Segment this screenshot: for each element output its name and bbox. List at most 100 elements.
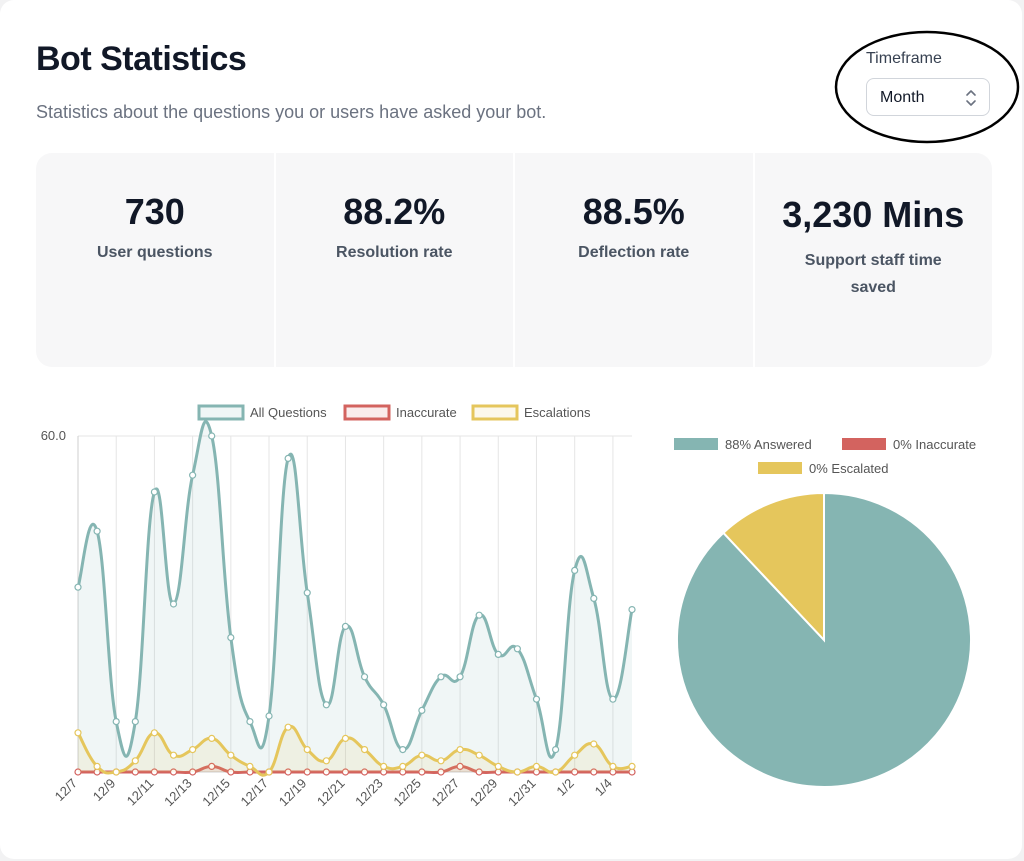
data-point[interactable]: [399, 746, 407, 754]
data-point[interactable]: [380, 762, 388, 770]
data-point[interactable]: [208, 432, 216, 440]
questions-line-chart: All Questions Inaccurate Escalations 60.0 12…: [41, 404, 636, 810]
data-point[interactable]: [418, 751, 426, 759]
data-point[interactable]: [341, 622, 350, 630]
data-point[interactable]: [590, 594, 598, 602]
stat-value: 730: [124, 191, 185, 232]
data-point[interactable]: [609, 695, 617, 703]
data-point[interactable]: [208, 762, 216, 770]
timeframe-label: Timeframe: [866, 50, 942, 67]
data-point[interactable]: [265, 712, 273, 720]
data-point[interactable]: [475, 611, 483, 619]
data-point[interactable]: [227, 768, 235, 776]
data-point[interactable]: [418, 706, 426, 714]
data-point[interactable]: [284, 454, 292, 463]
data-point[interactable]: [131, 718, 139, 726]
x-tick-label: 12/25: [390, 776, 424, 810]
data-point[interactable]: [189, 768, 197, 776]
data-point[interactable]: [456, 762, 464, 770]
data-point[interactable]: [551, 746, 560, 754]
data-point[interactable]: [227, 634, 235, 642]
data-point[interactable]: [456, 673, 464, 681]
series-area: [78, 421, 632, 772]
pie-legend-item-answered[interactable]: 88% Answered: [674, 437, 812, 452]
data-point[interactable]: [150, 729, 159, 737]
data-point[interactable]: [246, 762, 254, 770]
data-point[interactable]: [150, 488, 159, 496]
data-point[interactable]: [112, 718, 120, 726]
stat-resolution-rate: 88.2% Resolution rate: [273, 153, 514, 367]
data-point[interactable]: [475, 768, 483, 776]
data-point[interactable]: [418, 768, 426, 776]
x-tick-label: 12/13: [161, 776, 195, 810]
data-point[interactable]: [513, 768, 521, 776]
stat-value: 3,230 Mins: [782, 194, 965, 235]
data-point[interactable]: [571, 566, 579, 574]
x-tick-label: 12/21: [314, 776, 348, 810]
x-tick-label: 12/7: [52, 776, 81, 805]
data-point[interactable]: [590, 740, 598, 748]
data-point[interactable]: [380, 701, 388, 709]
data-point[interactable]: [284, 768, 292, 776]
legend-label: Escalations: [524, 405, 591, 420]
data-point[interactable]: [341, 768, 350, 776]
data-point[interactable]: [169, 600, 178, 608]
data-point[interactable]: [303, 746, 311, 754]
data-point[interactable]: [189, 471, 197, 479]
stat-deflection-rate: 88.5% Deflection rate: [513, 153, 753, 367]
data-point[interactable]: [399, 762, 407, 770]
data-point[interactable]: [360, 746, 369, 754]
data-point[interactable]: [360, 673, 369, 681]
data-point[interactable]: [437, 757, 445, 765]
data-point[interactable]: [532, 695, 541, 703]
data-point[interactable]: [475, 751, 483, 759]
data-point[interactable]: [628, 762, 636, 770]
pie-legend-item-inaccurate[interactable]: 0% Inaccurate: [842, 437, 976, 452]
data-point[interactable]: [131, 768, 139, 776]
legend-item-escalations[interactable]: Escalations: [471, 404, 591, 421]
data-point[interactable]: [494, 650, 502, 658]
data-point[interactable]: [284, 723, 292, 731]
data-point[interactable]: [93, 762, 101, 770]
data-point[interactable]: [246, 718, 254, 726]
data-point[interactable]: [322, 757, 330, 765]
data-point[interactable]: [590, 768, 598, 776]
data-point[interactable]: [628, 606, 636, 614]
data-point[interactable]: [208, 734, 216, 742]
timeframe-selected-value: Month: [880, 89, 925, 106]
pie-legend-item-escalated[interactable]: 0% Escalated: [758, 461, 889, 476]
data-point[interactable]: [437, 673, 445, 681]
pie-slice-escalated[interactable]: [721, 491, 825, 643]
data-point[interactable]: [227, 751, 235, 759]
data-point[interactable]: [189, 746, 197, 754]
data-point[interactable]: [609, 762, 617, 770]
data-point[interactable]: [532, 762, 541, 770]
data-point[interactable]: [571, 751, 579, 759]
data-point[interactable]: [513, 645, 521, 653]
data-point[interactable]: [112, 768, 120, 776]
data-point[interactable]: [74, 583, 82, 591]
timeframe-select[interactable]: Month: [866, 78, 990, 116]
data-point[interactable]: [169, 751, 178, 759]
data-point[interactable]: [437, 768, 445, 776]
data-point[interactable]: [303, 589, 311, 597]
legend-item-inaccurate[interactable]: Inaccurate: [343, 404, 457, 421]
data-point[interactable]: [322, 768, 330, 776]
x-tick-label: 12/29: [467, 776, 501, 810]
data-point[interactable]: [341, 734, 350, 742]
data-point[interactable]: [74, 729, 82, 737]
data-point[interactable]: [456, 746, 464, 754]
data-point[interactable]: [169, 768, 178, 776]
data-point[interactable]: [150, 768, 159, 776]
data-point[interactable]: [265, 768, 273, 776]
data-point[interactable]: [131, 757, 139, 765]
data-point[interactable]: [322, 701, 330, 709]
data-point[interactable]: [494, 762, 502, 770]
data-point[interactable]: [93, 527, 101, 535]
data-point[interactable]: [74, 768, 82, 776]
data-point[interactable]: [303, 768, 311, 776]
data-point[interactable]: [360, 768, 369, 776]
data-point[interactable]: [551, 768, 560, 776]
legend-item-all-questions[interactable]: All Questions: [197, 404, 327, 421]
data-point[interactable]: [571, 768, 579, 776]
